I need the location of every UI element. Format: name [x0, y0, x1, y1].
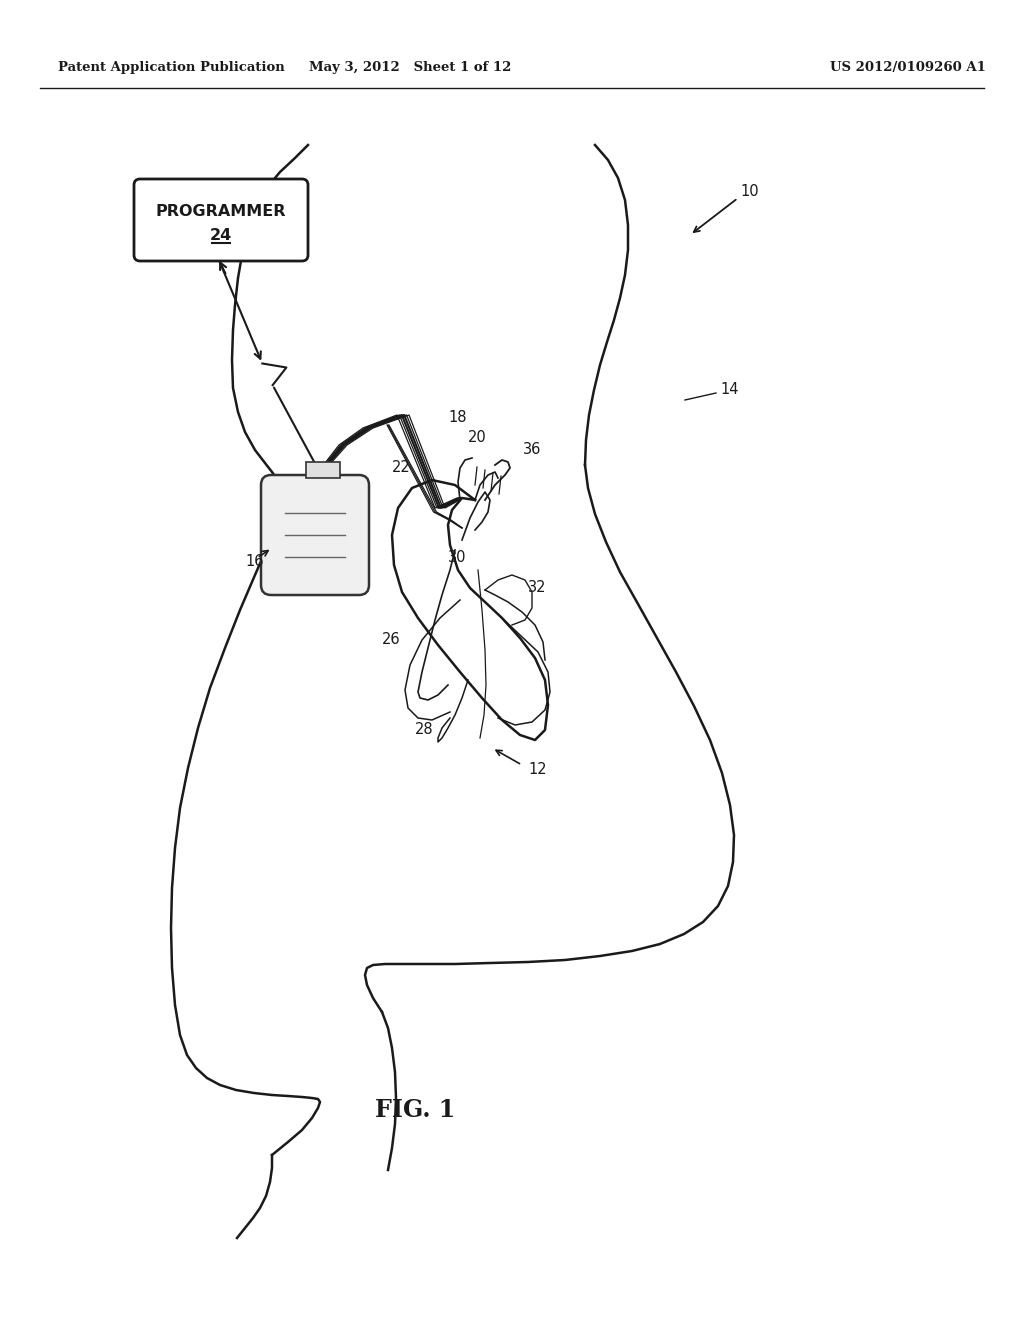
FancyBboxPatch shape: [306, 462, 340, 478]
Text: FIG. 1: FIG. 1: [375, 1098, 455, 1122]
Text: 10: 10: [740, 185, 759, 199]
Text: 28: 28: [415, 722, 433, 738]
Text: 18: 18: [449, 411, 467, 425]
Text: 16: 16: [245, 554, 263, 569]
Text: Patent Application Publication: Patent Application Publication: [58, 62, 285, 74]
Text: May 3, 2012   Sheet 1 of 12: May 3, 2012 Sheet 1 of 12: [309, 62, 511, 74]
Text: 12: 12: [528, 763, 547, 777]
FancyBboxPatch shape: [134, 180, 308, 261]
Text: 26: 26: [382, 632, 400, 648]
Text: 20: 20: [468, 430, 486, 446]
Text: 32: 32: [528, 581, 547, 595]
Text: US 2012/0109260 A1: US 2012/0109260 A1: [830, 62, 986, 74]
Text: PROGRAMMER: PROGRAMMER: [156, 205, 287, 219]
Text: 36: 36: [523, 442, 542, 458]
FancyBboxPatch shape: [261, 475, 369, 595]
Text: 24: 24: [210, 227, 232, 243]
Text: 14: 14: [720, 383, 738, 397]
Text: 30: 30: [449, 550, 467, 565]
Text: 22: 22: [392, 461, 411, 475]
